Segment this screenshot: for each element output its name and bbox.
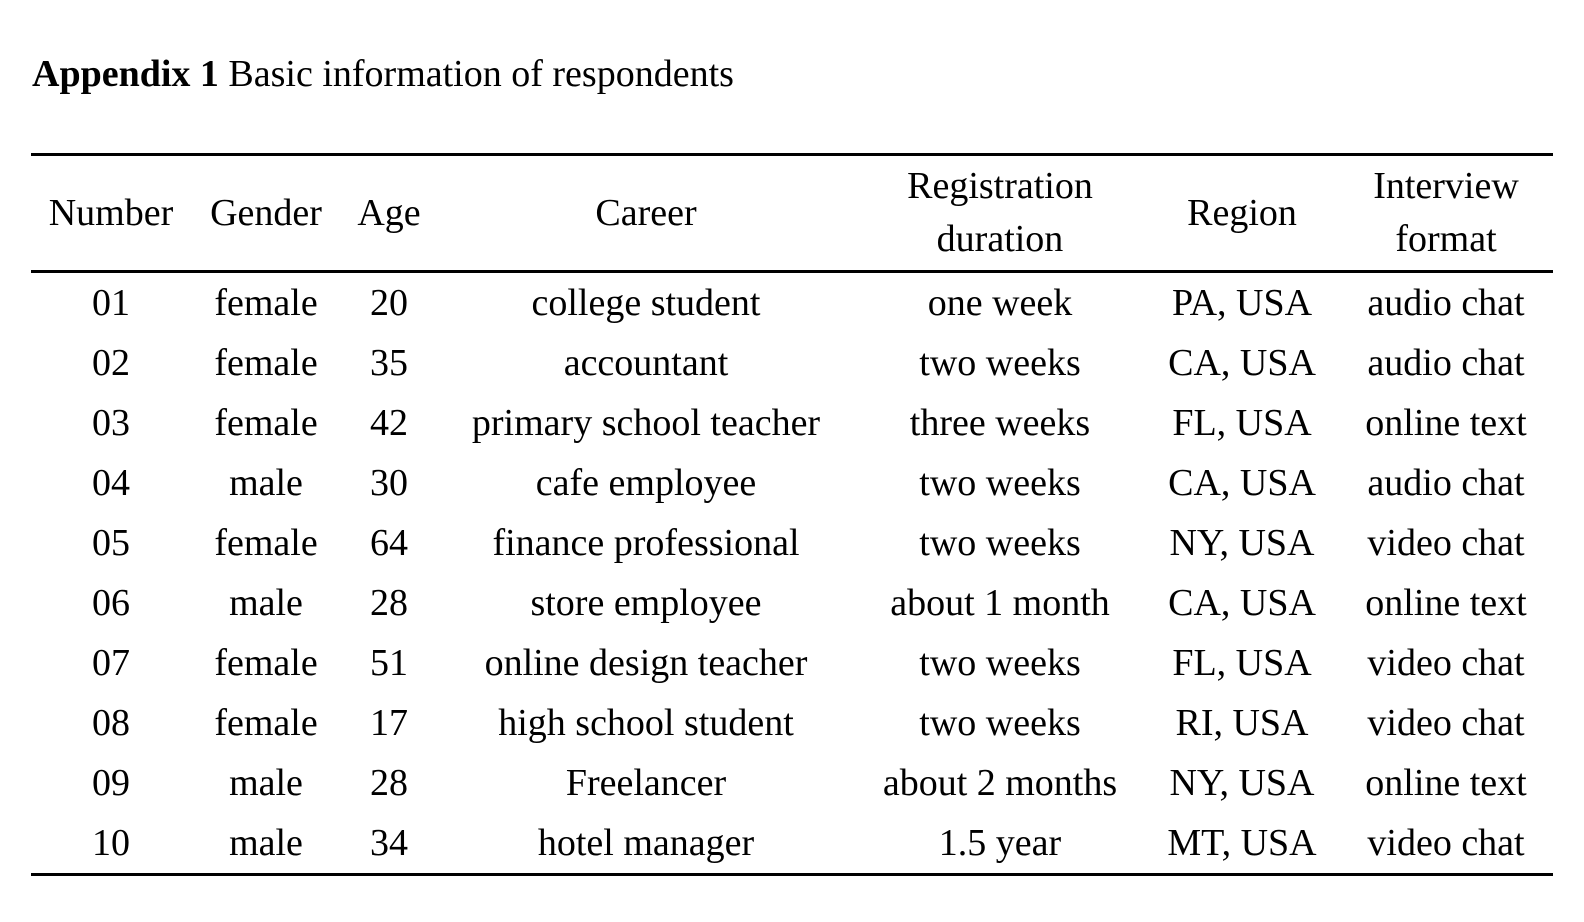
cell-interview-format: online text	[1365, 762, 1527, 804]
table-row: 07 female 51 online design teacher two weeks…	[31, 633, 1553, 693]
cell-career: accountant	[563, 342, 729, 384]
cell-age: 34	[370, 822, 408, 864]
header-age: Age	[357, 191, 421, 234]
cell-gender: female	[214, 402, 318, 444]
cell-age: 28	[370, 762, 408, 804]
cell-gender: male	[229, 822, 303, 864]
cell-number: 04	[92, 462, 130, 504]
table-row: 08 female 17 high school student two weeks RI…	[31, 693, 1553, 753]
cell-number: 01	[92, 282, 130, 324]
cell-age: 20	[370, 282, 408, 324]
cell-interview-format: audio chat	[1367, 342, 1525, 384]
cell-gender: female	[214, 522, 318, 564]
table-row: 01 female 20 college student one week PA, USA…	[31, 272, 1553, 334]
cell-region: NY, USA	[1169, 522, 1315, 564]
cell-number: 10	[92, 822, 130, 864]
cell-region: FL, USA	[1172, 642, 1312, 684]
table-row: 04 male 30 cafe employee two weeks CA, USA aud…	[31, 453, 1553, 513]
cell-age: 28	[370, 582, 408, 624]
cell-interview-format: audio chat	[1367, 282, 1525, 324]
header-interview-format: Interview format	[1373, 165, 1519, 260]
cell-region: NY, USA	[1169, 762, 1315, 804]
table-caption: Appendix 1 Basic information of responde…	[32, 46, 734, 102]
header-number: Number	[48, 191, 174, 234]
cell-career: finance professional	[492, 522, 800, 564]
cell-region: CA, USA	[1168, 582, 1316, 624]
cell-career: store employee	[530, 582, 762, 624]
cell-interview-format: online text	[1365, 582, 1527, 624]
cell-age: 51	[370, 642, 408, 684]
cell-career: primary school teacher	[471, 402, 821, 444]
table-body: 01 female 20 college student one week PA, USA…	[31, 272, 1553, 875]
cell-age: 30	[370, 462, 408, 504]
cell-career: college student	[531, 282, 761, 324]
cell-age: 42	[370, 402, 408, 444]
cell-gender: male	[229, 582, 303, 624]
table-row: 10 male 34 hotel manager 1.5 year MT, USA vide…	[31, 813, 1553, 875]
cell-interview-format: video chat	[1367, 642, 1525, 684]
cell-number: 09	[92, 762, 130, 804]
cell-career: Freelancer	[565, 762, 727, 804]
cell-career: high school student	[498, 702, 794, 744]
caption-label: Appendix 1	[32, 53, 219, 95]
cell-registration-duration: two weeks	[919, 702, 1081, 744]
cell-number: 07	[92, 642, 130, 684]
cell-region: CA, USA	[1168, 342, 1316, 384]
respondents-table: Number Gender Age Career Registration dur…	[31, 153, 1553, 876]
cell-interview-format: audio chat	[1367, 462, 1525, 504]
cell-region: MT, USA	[1167, 822, 1317, 864]
cell-registration-duration: about 1 month	[890, 582, 1110, 624]
table-row: 05 female 64 finance professional two weeks N…	[31, 513, 1553, 573]
cell-registration-duration: one week	[927, 282, 1073, 324]
cell-registration-duration: two weeks	[919, 642, 1081, 684]
cell-gender: female	[214, 282, 318, 324]
header-career: Career	[595, 191, 697, 234]
cell-region: PA, USA	[1171, 282, 1313, 324]
cell-gender: male	[229, 762, 303, 804]
cell-gender: male	[229, 462, 303, 504]
cell-registration-duration: 1.5 year	[938, 822, 1062, 864]
caption-title: Basic information of respondents	[228, 53, 734, 95]
cell-registration-duration: three weeks	[909, 402, 1091, 444]
cell-number: 06	[92, 582, 130, 624]
cell-region: RI, USA	[1175, 702, 1309, 744]
header-row: Number Gender Age Career Registration dur…	[31, 154, 1553, 272]
cell-registration-duration: about 2 months	[882, 762, 1118, 804]
cell-career: hotel manager	[537, 822, 755, 864]
header-gender: Gender	[210, 191, 322, 234]
cell-registration-duration: two weeks	[919, 462, 1081, 504]
cell-career: cafe employee	[535, 462, 757, 504]
cell-registration-duration: two weeks	[919, 522, 1081, 564]
header-registration-duration: Registration duration	[907, 165, 1093, 260]
cell-region: FL, USA	[1172, 402, 1312, 444]
cell-interview-format: video chat	[1367, 702, 1525, 744]
cell-age: 17	[370, 702, 408, 744]
cell-gender: female	[214, 342, 318, 384]
cell-interview-format: video chat	[1367, 522, 1525, 564]
cell-gender: female	[214, 702, 318, 744]
cell-region: CA, USA	[1168, 462, 1316, 504]
header-region: Region	[1187, 191, 1297, 234]
cell-number: 03	[92, 402, 130, 444]
cell-number: 05	[92, 522, 130, 564]
cell-interview-format: video chat	[1367, 822, 1525, 864]
table-row: 09 male 28 Freelancer about 2 months NY, USA o…	[31, 753, 1553, 813]
table-row: 02 female 35 accountant two weeks CA, USA audi…	[31, 333, 1553, 393]
table-header: Number Gender Age Career Registration dur…	[31, 154, 1553, 272]
cell-age: 64	[370, 522, 408, 564]
cell-number: 02	[92, 342, 130, 384]
table-row: 06 male 28 store employee about 1 month CA, U…	[31, 573, 1553, 633]
cell-registration-duration: two weeks	[919, 342, 1081, 384]
cell-gender: female	[214, 642, 318, 684]
table-row: 03 female 42 primary school teacher three we…	[31, 393, 1553, 453]
cell-number: 08	[92, 702, 130, 744]
cell-career: online design teacher	[484, 642, 808, 684]
cell-age: 35	[370, 342, 408, 384]
cell-interview-format: online text	[1365, 402, 1527, 444]
